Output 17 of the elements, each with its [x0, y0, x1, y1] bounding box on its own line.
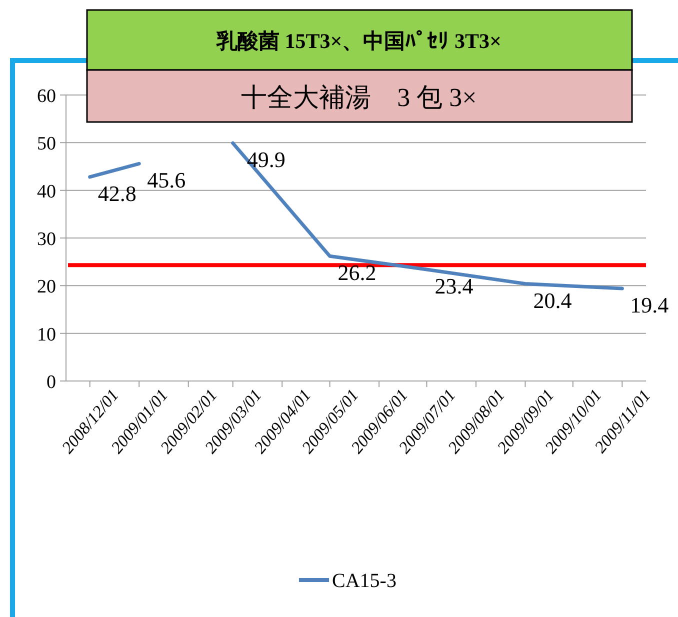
chart-title: 乳酸菌 15T3×、中国ﾊﾟｾﾘ 3T3×: [216, 29, 502, 53]
data-label: 23.4: [434, 273, 474, 298]
data-label: 42.8: [98, 180, 136, 206]
y-tick-label: 40: [37, 181, 56, 202]
y-tick-label: 50: [37, 134, 56, 155]
legend-label: CA15-3: [332, 570, 396, 592]
y-tick-label: 20: [37, 276, 56, 298]
data-label: 20.4: [533, 288, 572, 313]
y-tick-label: 30: [37, 229, 56, 250]
y-tick-label: 0: [46, 372, 56, 393]
y-tick-label: 10: [37, 324, 56, 346]
data-label: 45.6: [147, 168, 186, 193]
chart-subtitle: 十全大補湯 3 包 3×: [241, 83, 477, 112]
data-label: 19.4: [630, 292, 669, 318]
data-label: 26.2: [338, 260, 376, 286]
y-tick-label: 60: [37, 86, 56, 107]
data-label: 49.9: [246, 147, 286, 172]
